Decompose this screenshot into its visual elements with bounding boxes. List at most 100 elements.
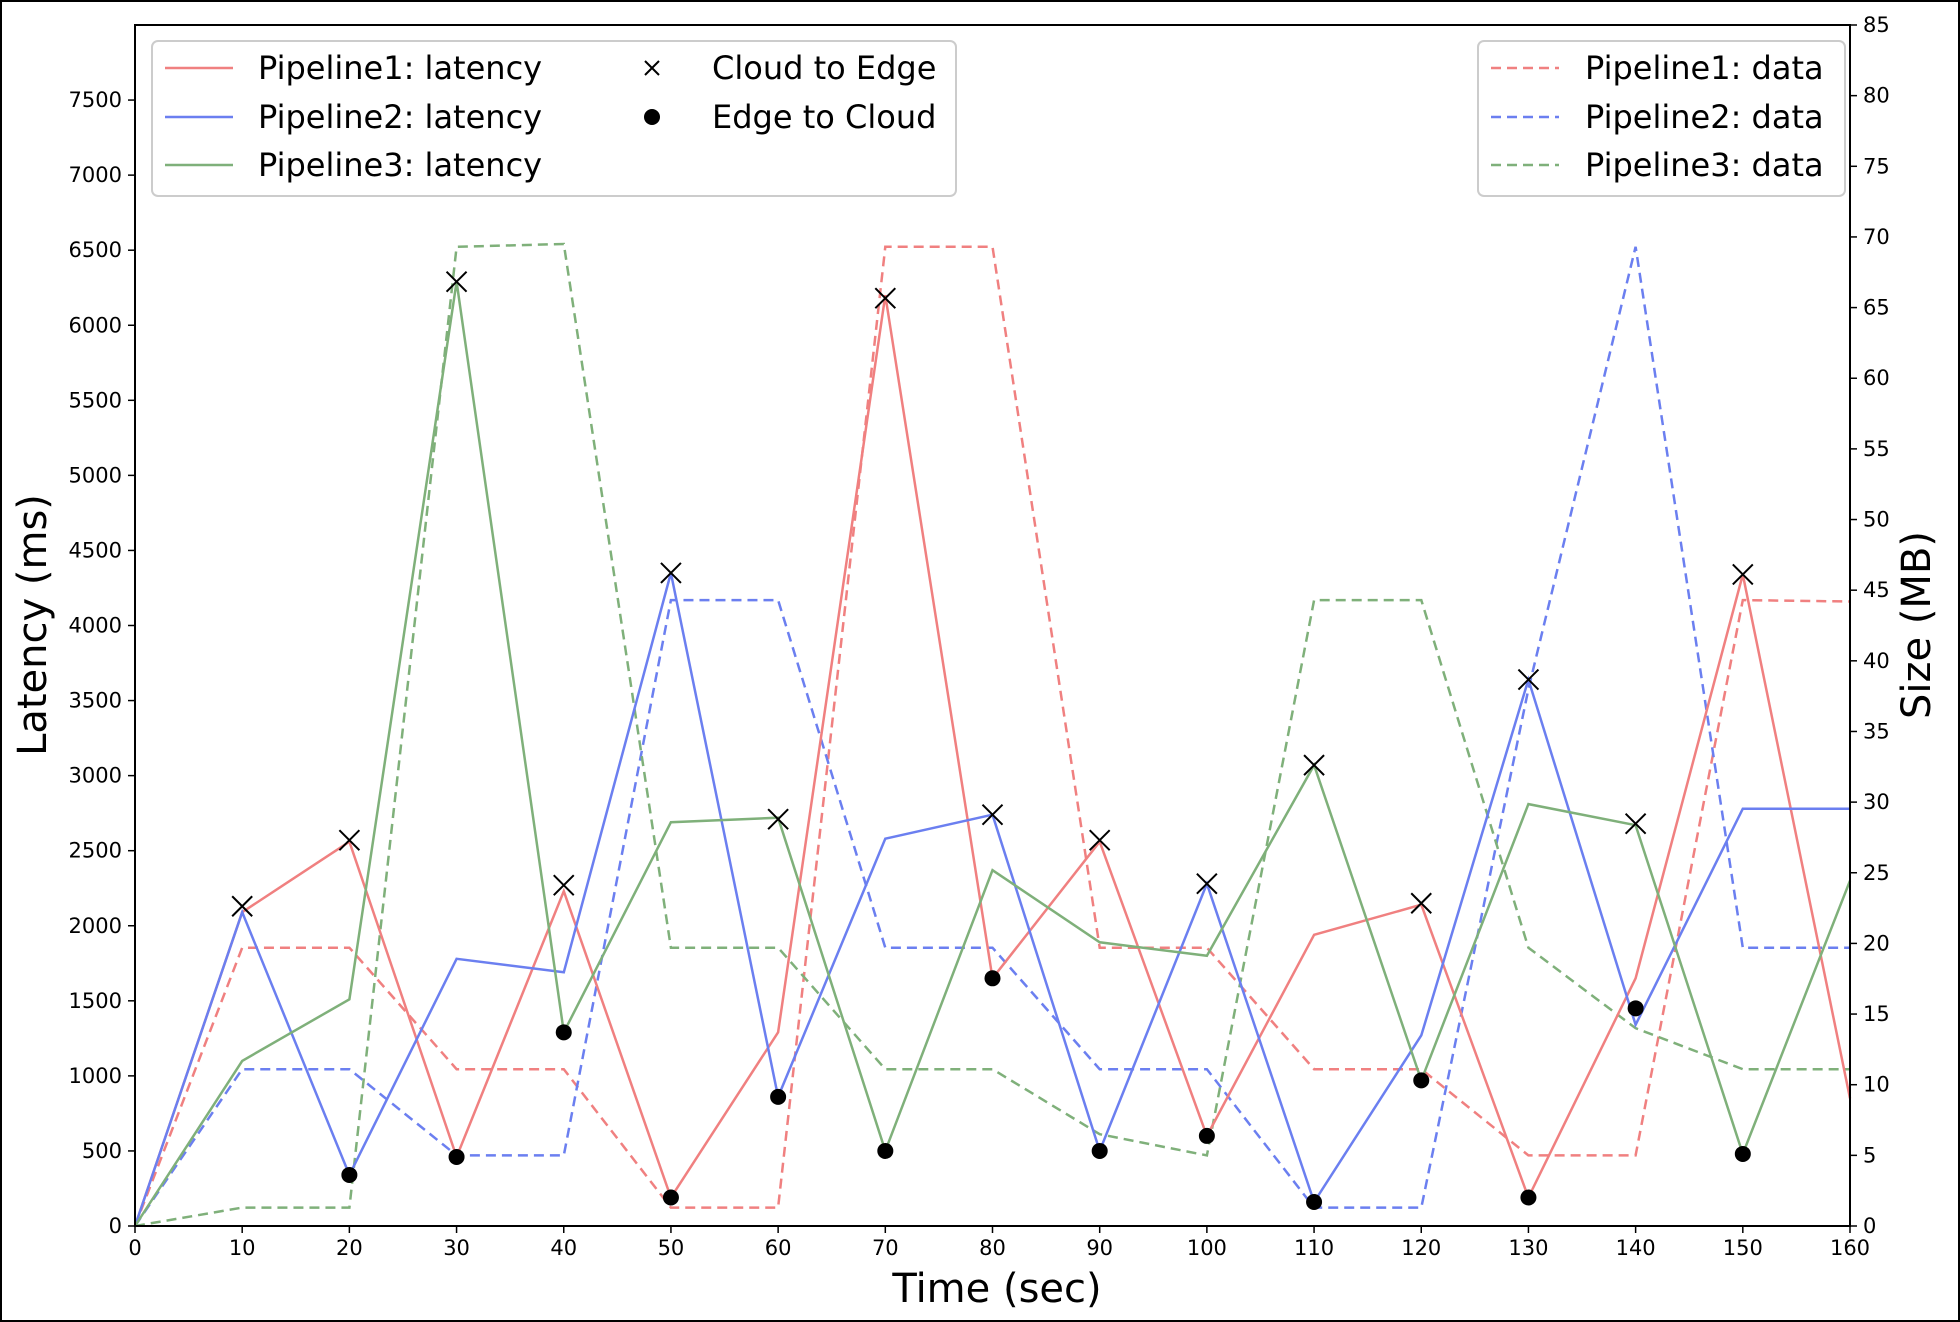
cloud-to-edge-marker [1303, 754, 1325, 776]
y-tick-label: 3000 [69, 764, 122, 788]
x-tick-label: 120 [1401, 1236, 1441, 1260]
series-line-pipeline3-latency [133, 281, 1852, 1227]
y2-tick-label: 75 [1863, 154, 1890, 178]
y2-tick-label: 45 [1863, 578, 1890, 602]
x-tick-label: 10 [229, 1236, 256, 1260]
legend-label-pipeline3-data: Pipeline3: data [1585, 146, 1824, 184]
y-tick-label: 1000 [69, 1064, 122, 1088]
legend-label-pipeline2-latency: Pipeline2: latency [258, 98, 542, 136]
cloud-to-edge-marker [981, 803, 1004, 826]
cloud-to-edge-marker [1732, 563, 1754, 586]
x-tick-label: 40 [550, 1236, 577, 1260]
x-tick-label: 50 [658, 1236, 685, 1260]
y2-tick-label: 10 [1863, 1073, 1890, 1097]
y-axis-title: Latency (ms) [10, 494, 56, 756]
y2-tick-label: 15 [1863, 1002, 1890, 1026]
legend-label-pipeline3-latency: Pipeline3: latency [258, 146, 542, 184]
y2-tick-label: 5 [1863, 1143, 1876, 1167]
cloud-to-edge-marker [553, 874, 575, 896]
y2-axis-title: Size (MB) [1894, 531, 1940, 719]
x-axis-title: Time (sec) [891, 1266, 1101, 1312]
y-tick-label: 500 [82, 1139, 122, 1163]
cloud-to-edge-marker [445, 271, 468, 293]
cloud-to-edge-marker [338, 829, 361, 851]
cloud-to-edge-marker [767, 808, 789, 830]
legend-swatch-cloud-to-edge-marker [644, 60, 660, 76]
x-tick-label: 0 [128, 1236, 141, 1260]
cloud-to-edge-marker [1410, 892, 1432, 914]
y2-tick-label: 20 [1863, 931, 1890, 955]
edge-to-cloud-marker [1413, 1072, 1430, 1089]
legend-label-pipeline2-data: Pipeline2: data [1585, 98, 1824, 136]
x-tick-label: 110 [1294, 1236, 1334, 1260]
x-tick-label: 100 [1187, 1236, 1227, 1260]
y-tick-label: 0 [109, 1214, 122, 1238]
edge-to-cloud-marker [341, 1166, 358, 1183]
legend-right-frame [1477, 40, 1846, 197]
edge-to-cloud-marker [448, 1148, 465, 1165]
y-tick-label: 2000 [69, 914, 122, 938]
x-tick-label: 20 [336, 1236, 363, 1260]
y2-tick-label: 60 [1863, 366, 1890, 390]
legend-swatch-edge-to-cloud-marker [644, 109, 660, 125]
marker-layer [231, 271, 1754, 1210]
y2-tick-label: 50 [1863, 508, 1890, 532]
edge-to-cloud-marker [1734, 1145, 1751, 1162]
y2-tick-label: 85 [1863, 13, 1890, 37]
legend-left: Pipeline1: latency Pipeline2: latency Pi… [151, 40, 957, 197]
edge-to-cloud-marker [770, 1088, 787, 1105]
y2-tick-label: 30 [1863, 790, 1890, 814]
edge-to-cloud-marker [1520, 1189, 1537, 1206]
cloud-to-edge-marker [1517, 668, 1540, 691]
y-tick-label: 7500 [69, 88, 122, 112]
x-tick-label: 160 [1830, 1236, 1870, 1260]
cloud-to-edge-marker [1624, 812, 1647, 835]
y-tick-label: 2500 [69, 839, 122, 863]
cloud-to-edge-marker [1088, 829, 1111, 851]
y-tick-label: 7000 [69, 163, 122, 187]
legend-left-frame [151, 40, 957, 197]
edge-to-cloud-marker [555, 1024, 572, 1041]
edge-to-cloud-marker [1627, 1000, 1644, 1017]
y2-tick-label: 25 [1863, 861, 1890, 885]
x-tick-label: 140 [1616, 1236, 1656, 1260]
y-tick-label: 5000 [69, 463, 122, 487]
legend-label-cloud-to-edge: Cloud to Edge [712, 49, 936, 87]
y-tick-label: 4000 [69, 614, 122, 638]
edge-to-cloud-marker [1306, 1193, 1323, 1210]
y-tick-label: 6500 [69, 238, 122, 262]
legend-label-pipeline1-latency: Pipeline1: latency [258, 49, 542, 87]
y2-tick-label: 65 [1863, 296, 1890, 320]
y-tick-label: 5500 [69, 388, 122, 412]
y2-tick-label: 0 [1863, 1214, 1876, 1238]
edge-to-cloud-marker [1198, 1127, 1215, 1144]
y2-tick-label: 40 [1863, 649, 1890, 673]
y-tick-label: 1500 [69, 989, 122, 1013]
series-line-pipeline2-data [133, 246, 1850, 1227]
cloud-to-edge-marker [231, 895, 253, 917]
x-tick-label: 90 [1086, 1236, 1113, 1260]
edge-to-cloud-marker [877, 1142, 894, 1159]
y2-tick-label: 70 [1863, 225, 1890, 249]
cloud-to-edge-marker [874, 287, 897, 309]
legend-label-edge-to-cloud: Edge to Cloud [712, 98, 936, 136]
y-tick-label: 6000 [69, 313, 122, 337]
legend-right: Pipeline1: data Pipeline2: data Pipeline… [1477, 40, 1846, 197]
legend-label-pipeline1-data: Pipeline1: data [1585, 49, 1824, 87]
x-tick-label: 60 [765, 1236, 792, 1260]
edge-to-cloud-marker [984, 970, 1001, 987]
edge-to-cloud-marker [662, 1189, 679, 1206]
cloud-to-edge-marker [660, 562, 682, 584]
y2-tick-label: 80 [1863, 84, 1890, 108]
x-tick-label: 80 [979, 1236, 1006, 1260]
y2-tick-label: 55 [1863, 437, 1890, 461]
x-tick-label: 130 [1508, 1236, 1548, 1260]
y-tick-label: 4500 [69, 538, 122, 562]
x-tick-label: 150 [1723, 1236, 1763, 1260]
axes-layer: 0 10 20 30 40 50 60 70 80 90 100 110 120 130 140 150 160… [69, 13, 1890, 1260]
y-tick-label: 3500 [69, 689, 122, 713]
x-tick-label: 70 [872, 1236, 899, 1260]
